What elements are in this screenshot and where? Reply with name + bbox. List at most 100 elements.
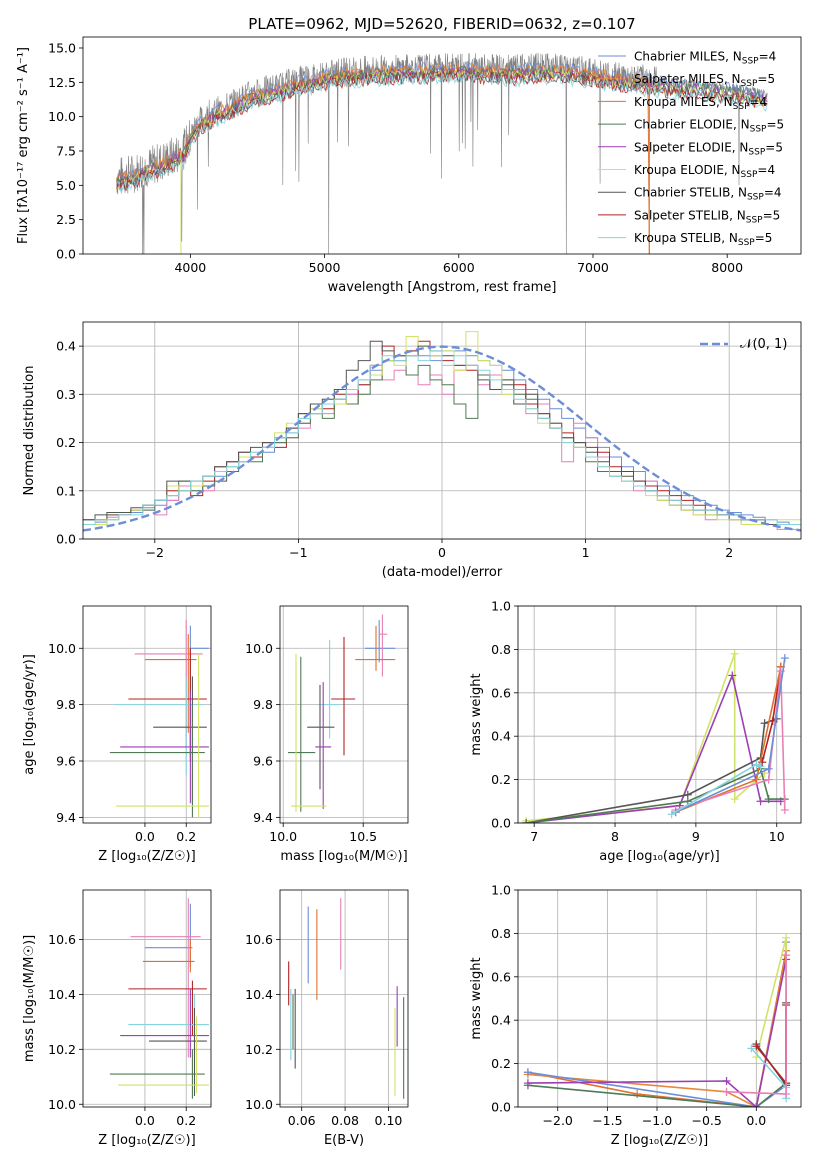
y-tick-label: 0.0	[491, 816, 511, 831]
x-tick-label: 6000	[443, 260, 475, 275]
legend-label: Salpeter MILES, NSSP=5	[634, 72, 775, 89]
y-tick-label: 0.2	[491, 772, 511, 787]
x-tick-label: −0.5	[691, 1113, 721, 1128]
legend-label: Kroupa ELODIE, NSSP=4	[634, 163, 775, 180]
y-tick-label: 10.6	[48, 932, 76, 947]
y-axis-label: mass [log₁₀(M/M☉)]	[22, 935, 37, 1062]
mass-weight-line	[526, 653, 766, 822]
x-tick-label: 8000	[711, 260, 743, 275]
y-tick-label: 12.5	[48, 75, 76, 90]
x-tick-label: 1	[582, 545, 590, 560]
chart-massweight_vs_Z: −2.0 −1.5 −1.0 −0.5 0.0 0.0 0.2 0.4 0.6 0.8 1.0 Z […	[469, 883, 802, 1148]
y-tick-label: 10.2	[48, 1042, 76, 1057]
chart-spectrum: Chabrier MILES, NSSP=4 Salpeter MILES, NS…	[16, 36, 802, 295]
x-tick-label: 4000	[174, 260, 206, 275]
plot-area	[288, 898, 405, 1099]
model-spectrum-line	[116, 71, 768, 195]
y-axis-label: mass weight	[469, 673, 484, 755]
x-tick-label: −1.5	[592, 1113, 622, 1128]
mass-weight-line	[675, 666, 782, 813]
figure-title: PLATE=0962, MJD=52620, FIBERID=0632, z=0…	[248, 15, 635, 33]
x-tick-label: 0.2	[176, 829, 196, 844]
model-spectrum-line	[116, 63, 650, 254]
y-tick-label: 10.0	[245, 1097, 273, 1112]
x-tick-label: 10	[769, 829, 785, 844]
legend-label: Salpeter STELIB, NSSP=5	[634, 208, 780, 225]
y-tick-label: 9.6	[253, 754, 273, 769]
x-tick-label: 0.08	[331, 1113, 359, 1128]
x-tick-label: −1.0	[642, 1113, 672, 1128]
legend-label: Chabrier STELIB, NSSP=4	[634, 186, 782, 203]
axes-frame	[82, 605, 212, 824]
legend-label: 𝒩(0, 1)	[740, 337, 787, 352]
chart-age_vs_Z: 0.0 0.2 9.4 9.6 9.8 10.0 Z [log₁₀(Z/Z☉)] age [l…	[22, 605, 212, 864]
histogram-step	[83, 350, 801, 525]
chart-massweight_vs_age: 7 8 9 10 0.0 0.2 0.4 0.6 0.8 1.0 age [log₁₀(age/yr…	[469, 599, 802, 864]
mass-weight-line	[525, 767, 785, 823]
y-tick-label: 0.6	[491, 685, 511, 700]
y-tick-label: 9.4	[56, 810, 76, 825]
plot-area	[288, 614, 396, 812]
x-axis-label: age [log₁₀(age/yr)]	[599, 849, 720, 864]
axes-frame	[82, 36, 802, 255]
y-tick-label: 0.0	[56, 247, 76, 262]
y-tick-label: 0.6	[491, 969, 511, 984]
x-tick-label: −2	[146, 545, 164, 560]
x-axis-label: Z [log₁₀(Z/Z☉)]	[98, 1133, 195, 1148]
plot-area	[83, 331, 801, 532]
y-tick-label: 9.8	[253, 697, 273, 712]
chart-mass_vs_Z: 0.0 0.2 10.0 10.2 10.4 10.6 Z [log₁₀(Z/Z☉)] mas…	[22, 889, 212, 1148]
axes-frame	[279, 889, 409, 1108]
y-tick-label: 0.3	[56, 387, 76, 402]
x-tick-label: −1	[289, 545, 307, 560]
legend: 𝒩(0, 1)	[700, 337, 787, 352]
normal-curve	[83, 345, 801, 532]
x-tick-label: 0.0	[135, 829, 155, 844]
x-axis-label: wavelength [Angstrom, rest frame]	[328, 280, 557, 295]
y-tick-label: 10.0	[245, 641, 273, 656]
x-tick-label: 8	[611, 829, 619, 844]
y-tick-label: 10.6	[245, 932, 273, 947]
x-tick-label: −2.0	[543, 1113, 573, 1128]
x-tick-label: 10.5	[349, 829, 377, 844]
x-tick-label: 7000	[577, 260, 609, 275]
y-tick-label: 1.0	[491, 599, 511, 614]
y-axis-label: Normed distribution	[22, 366, 37, 496]
axes-frame	[279, 605, 409, 824]
y-tick-label: 10.2	[245, 1042, 273, 1057]
y-tick-label: 0.4	[491, 729, 511, 744]
mass-weight-line	[525, 718, 777, 823]
plot-area	[109, 898, 209, 1099]
plot-area	[109, 620, 209, 818]
x-axis-label: Z [log₁₀(Z/Z☉)]	[611, 1133, 708, 1148]
x-tick-label: 5000	[309, 260, 341, 275]
x-axis-label: (data-model)/error	[382, 565, 503, 580]
x-tick-label: 0	[438, 545, 446, 560]
plot-area	[116, 52, 768, 254]
y-tick-label: 0.8	[491, 926, 511, 941]
mass-weight-line	[755, 937, 787, 1084]
y-tick-label: 9.8	[56, 697, 76, 712]
y-tick-label: 9.6	[56, 754, 76, 769]
mass-weight-line	[755, 1002, 787, 1088]
y-tick-label: 10.0	[48, 109, 76, 124]
legend-label: Salpeter ELODIE, NSSP=5	[634, 140, 783, 157]
y-axis-label: age [log₁₀(age/yr)]	[22, 654, 37, 775]
chart-mass_vs_ebv: 0.06 0.08 0.10 10.0 10.2 10.4 10.6 E(B-V)	[245, 889, 409, 1148]
y-tick-label: 0.1	[56, 483, 76, 498]
y-tick-label: 10.4	[245, 987, 273, 1002]
x-tick-label: 0.10	[375, 1113, 403, 1128]
y-tick-label: 10.0	[48, 641, 76, 656]
axes-frame	[517, 605, 802, 824]
y-tick-label: 0.4	[56, 339, 76, 354]
legend-label: Chabrier ELODIE, NSSP=5	[634, 118, 784, 135]
x-tick-label: 0.0	[135, 1113, 155, 1128]
legend: Chabrier MILES, NSSP=4 Salpeter MILES, NS…	[598, 50, 784, 248]
y-tick-label: 0.0	[491, 1100, 511, 1115]
chart-age_vs_mass: 10.0 10.5 9.4 9.6 9.8 10.0 mass [log₁₀(M/M☉)]	[245, 605, 409, 864]
y-tick-label: 0.2	[491, 1056, 511, 1071]
x-tick-label: 9	[692, 829, 700, 844]
mass-weight-line	[527, 959, 787, 1107]
y-axis-label: Flux [fλ10⁻¹⁷ erg cm⁻² s⁻¹ A⁻¹]	[16, 47, 31, 244]
